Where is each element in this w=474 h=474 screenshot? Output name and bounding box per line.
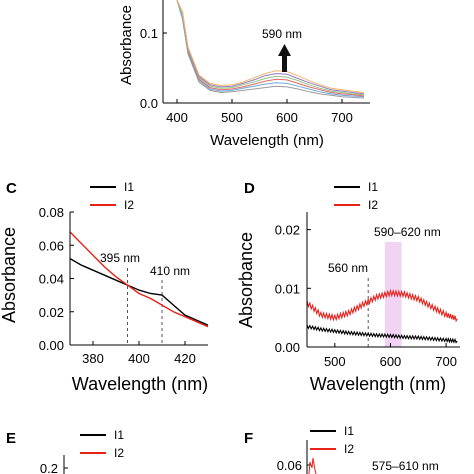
panel-e: E I1 I2 0.2 — [6, 428, 124, 474]
panel-d-xtick-2: 700 — [435, 354, 457, 369]
panel-c-xlabel: Wavelength (nm) — [72, 374, 208, 394]
panel-b: Absorbance 0.0 0.1 400 500 600 700 Wavel… — [118, 0, 370, 149]
legend-i1-label: I1 — [124, 180, 134, 194]
panel-d-yticks: 0.00 0.01 0.02 — [275, 223, 311, 355]
panel-d-ylabel: Absorbance — [236, 232, 256, 328]
panel-d-annotation-band: 590–620 nm — [374, 225, 441, 239]
panel-c-ylabel: Absorbance — [0, 227, 19, 323]
panel-c-spectra — [69, 231, 209, 328]
panel-d-xtick-1: 600 — [380, 354, 402, 369]
panel-d-ytick-1: 0.01 — [275, 281, 300, 296]
panel-c-series-I2 — [69, 231, 209, 328]
panel-d-label: D — [244, 180, 255, 197]
panel-d-annotation-560: 560 nm — [328, 261, 368, 275]
panel-b-ylabel: Absorbance — [118, 5, 135, 85]
panel-b-series-4 — [176, 0, 365, 95]
legend-i2-label: I2 — [114, 446, 124, 460]
panel-d-series-I1 — [306, 324, 458, 344]
panel-e-ytick-0: 0.2 — [40, 461, 58, 474]
panel-c-series-I1 — [69, 257, 209, 326]
panel-d-ytick-0: 0.00 — [275, 340, 300, 355]
legend-i1-label: I1 — [114, 428, 124, 442]
panel-c-ytick-1: 0.02 — [39, 305, 64, 320]
panel-b-xtick-600: 600 — [276, 110, 298, 125]
panel-b-xtick-700: 700 — [331, 110, 353, 125]
panel-d-xlabel: Wavelength (nm) — [310, 374, 446, 394]
legend-i2-label: I2 — [124, 198, 134, 212]
panel-b-series-5 — [176, 0, 365, 93]
panel-d-xtick-0: 500 — [324, 354, 346, 369]
legend-i1-label: I1 — [344, 424, 354, 438]
panel-c-annotation-410: 410 nm — [150, 264, 190, 278]
panel-b-ytick-1: 0.1 — [140, 26, 158, 41]
panel-d-series-I2 — [306, 288, 458, 323]
panel-e-label: E — [6, 430, 16, 447]
panel-c-xtick-2: 420 — [174, 351, 196, 366]
panel-b-series-2 — [176, 0, 365, 97]
legend-i1-label: I1 — [368, 180, 378, 194]
panel-f-annotation: 575–610 nm — [372, 459, 439, 473]
panel-c-label: C — [6, 180, 17, 197]
panel-d-highlight-band — [384, 242, 402, 347]
panel-c-xtick-1: 400 — [128, 351, 150, 366]
panel-c-ytick-2: 0.04 — [39, 272, 64, 287]
panel-b-xtick-500: 500 — [221, 110, 243, 125]
panel-b-annotation: 590 nm — [262, 27, 302, 41]
panel-b-ytick-0: 0.0 — [140, 96, 158, 111]
panel-b-xtick-400: 400 — [166, 110, 188, 125]
panel-b-xlabel: Wavelength (nm) — [210, 132, 324, 149]
legend-i2-label: I2 — [368, 198, 378, 212]
panel-c-ytick-4: 0.08 — [39, 205, 64, 220]
panel-c-ytick-0: 0.00 — [39, 338, 64, 353]
panel-c-markers — [127, 268, 163, 345]
panel-d-ytick-2: 0.02 — [275, 223, 300, 238]
panel-b-series-3 — [176, 0, 365, 96]
panel-c-xticks: 380 400 420 — [82, 341, 196, 366]
panel-d-spectra — [306, 288, 458, 344]
panel-b-spectra — [176, 0, 365, 99]
panel-b-series-0 — [176, 0, 365, 99]
panel-f-ytick-0: 0.06 — [277, 458, 302, 473]
arrow-up-icon — [278, 44, 291, 72]
panel-c-annotation-395: 395 nm — [100, 251, 140, 265]
panel-f: F I1 I2 0.06 575–610 nm — [244, 424, 439, 474]
panel-d-band-rect — [384, 242, 402, 347]
panel-f-spectrum-stub — [308, 457, 317, 474]
panel-c: C I1 I2 Absorbance 0.000.020.040.060.08 … — [0, 180, 209, 394]
panel-c-ytick-3: 0.06 — [39, 238, 64, 253]
panel-d: D I1 I2 Absorbance 0.00 0.01 0.02 500 600 70… — [236, 180, 460, 394]
legend-i2-label: I2 — [344, 442, 354, 456]
panel-d-xticks: 500 600 700 — [324, 343, 457, 369]
panel-c-xtick-0: 380 — [82, 351, 104, 366]
panel-b-series-1 — [176, 0, 365, 98]
panel-f-label: F — [244, 430, 253, 447]
panel-c-yticks: 0.00 0.02 0.04 0.06 0.08 — [39, 205, 74, 353]
